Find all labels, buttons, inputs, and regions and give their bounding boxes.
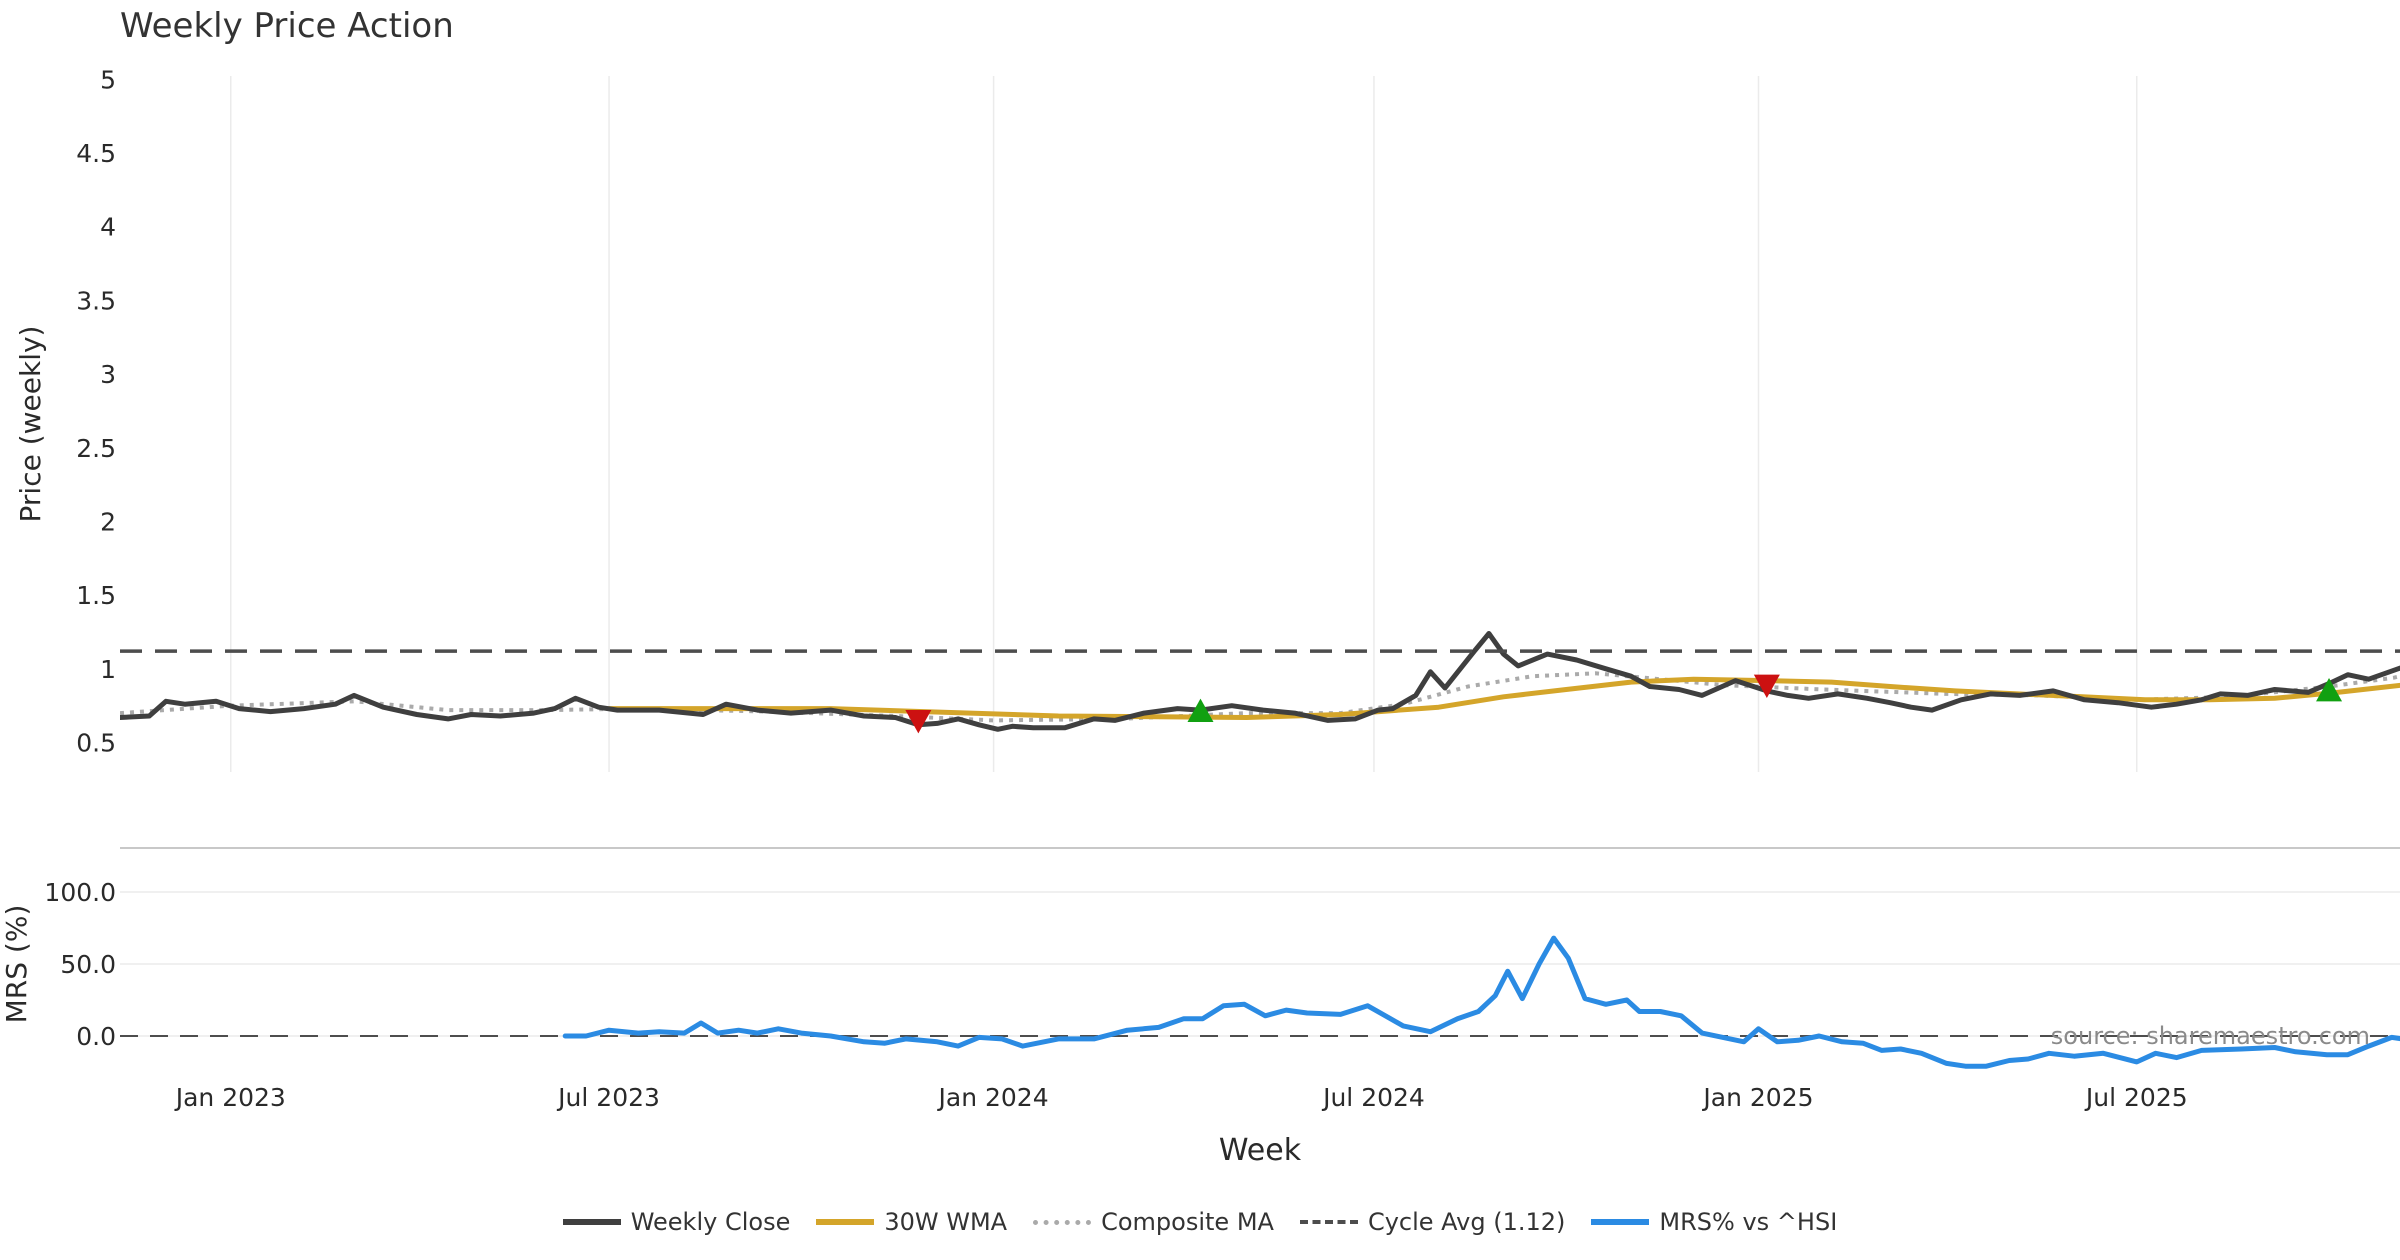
- legend-label-weekly-close: Weekly Close: [630, 1208, 791, 1236]
- price-y-tick-label-3: 2: [100, 507, 116, 536]
- chart-legend: Weekly Close 30W WMA Composite MA Cycle …: [0, 1208, 2400, 1236]
- mrs-y-tick-label-0: 0.0: [76, 1022, 116, 1051]
- chart-title: Weekly Price Action: [120, 6, 454, 46]
- price-y-tick-label-1: 1: [100, 655, 116, 684]
- legend-label-30w-wma: 30W WMA: [884, 1208, 1008, 1236]
- legend-label-mrs: MRS% vs ^HSI: [1659, 1208, 1838, 1236]
- series-composite-ma: [120, 671, 2400, 723]
- price-y-tick-label-6: 3.5: [76, 286, 116, 315]
- watermark: source: sharemaestro.com: [2050, 1022, 2370, 1050]
- x-axis-label: Week: [1219, 1133, 1302, 1168]
- x-tick-label-1: Jul 2023: [556, 1083, 660, 1112]
- legend-swatch-weekly-close: [562, 1219, 621, 1225]
- legend-item-mrs: MRS% vs ^HSI: [1591, 1208, 1837, 1236]
- x-tick-label-3: Jul 2024: [1321, 1083, 1425, 1112]
- legend-label-cycle-avg: Cycle Avg (1.12): [1367, 1208, 1566, 1236]
- price-y-tick-label-8: 4.5: [76, 139, 116, 168]
- signal-marker-buy-3: [2316, 677, 2343, 702]
- price-y-tick-label-4: 2.5: [76, 434, 116, 463]
- plot-area: [120, 631, 2400, 1069]
- legend-item-cycle-avg: Cycle Avg (1.12): [1299, 1208, 1566, 1236]
- signal-marker-sell-0: [905, 710, 932, 734]
- x-tick-label-2: Jan 2024: [937, 1083, 1049, 1112]
- price-y-tick-label-2: 1.5: [76, 581, 116, 610]
- signal-marker-buy-1: [1187, 698, 1214, 722]
- price-y-tick-label-5: 3: [100, 360, 116, 389]
- x-tick-label-0: Jan 2023: [174, 1083, 286, 1112]
- legend-swatch-composite-ma: [1033, 1219, 1092, 1225]
- mrs-y-axis-label: MRS (%): [0, 905, 33, 1024]
- legend-item-30w-wma: 30W WMA: [816, 1208, 1007, 1236]
- price-y-tick-label-9: 5: [100, 65, 116, 94]
- legend-item-weekly-close: Weekly Close: [562, 1208, 791, 1236]
- legend-swatch-mrs: [1591, 1219, 1650, 1225]
- legend-swatch-cycle-avg: [1299, 1220, 1358, 1224]
- series-30w-wma: [606, 676, 2400, 720]
- price-y-tick-label-7: 4: [100, 213, 116, 242]
- x-tick-label-4: Jan 2025: [1701, 1083, 1813, 1112]
- signal-marker-sell-2: [1753, 674, 1780, 699]
- mrs-y-tick-label-2: 100.0: [44, 878, 116, 907]
- mrs-y-tick-label-1: 50.0: [60, 950, 116, 979]
- series-weekly-close: [120, 631, 2400, 732]
- x-tick-label-5: Jul 2025: [2084, 1083, 2188, 1112]
- legend-item-composite-ma: Composite MA: [1033, 1208, 1274, 1236]
- price-y-tick-label-0: 0.5: [76, 729, 116, 758]
- price-y-axis-label: Price (weekly): [14, 326, 47, 523]
- series-mrs-vs-hsi: [562, 935, 2400, 1069]
- legend-label-composite-ma: Composite MA: [1101, 1208, 1274, 1236]
- legend-swatch-30w-wma: [816, 1219, 875, 1225]
